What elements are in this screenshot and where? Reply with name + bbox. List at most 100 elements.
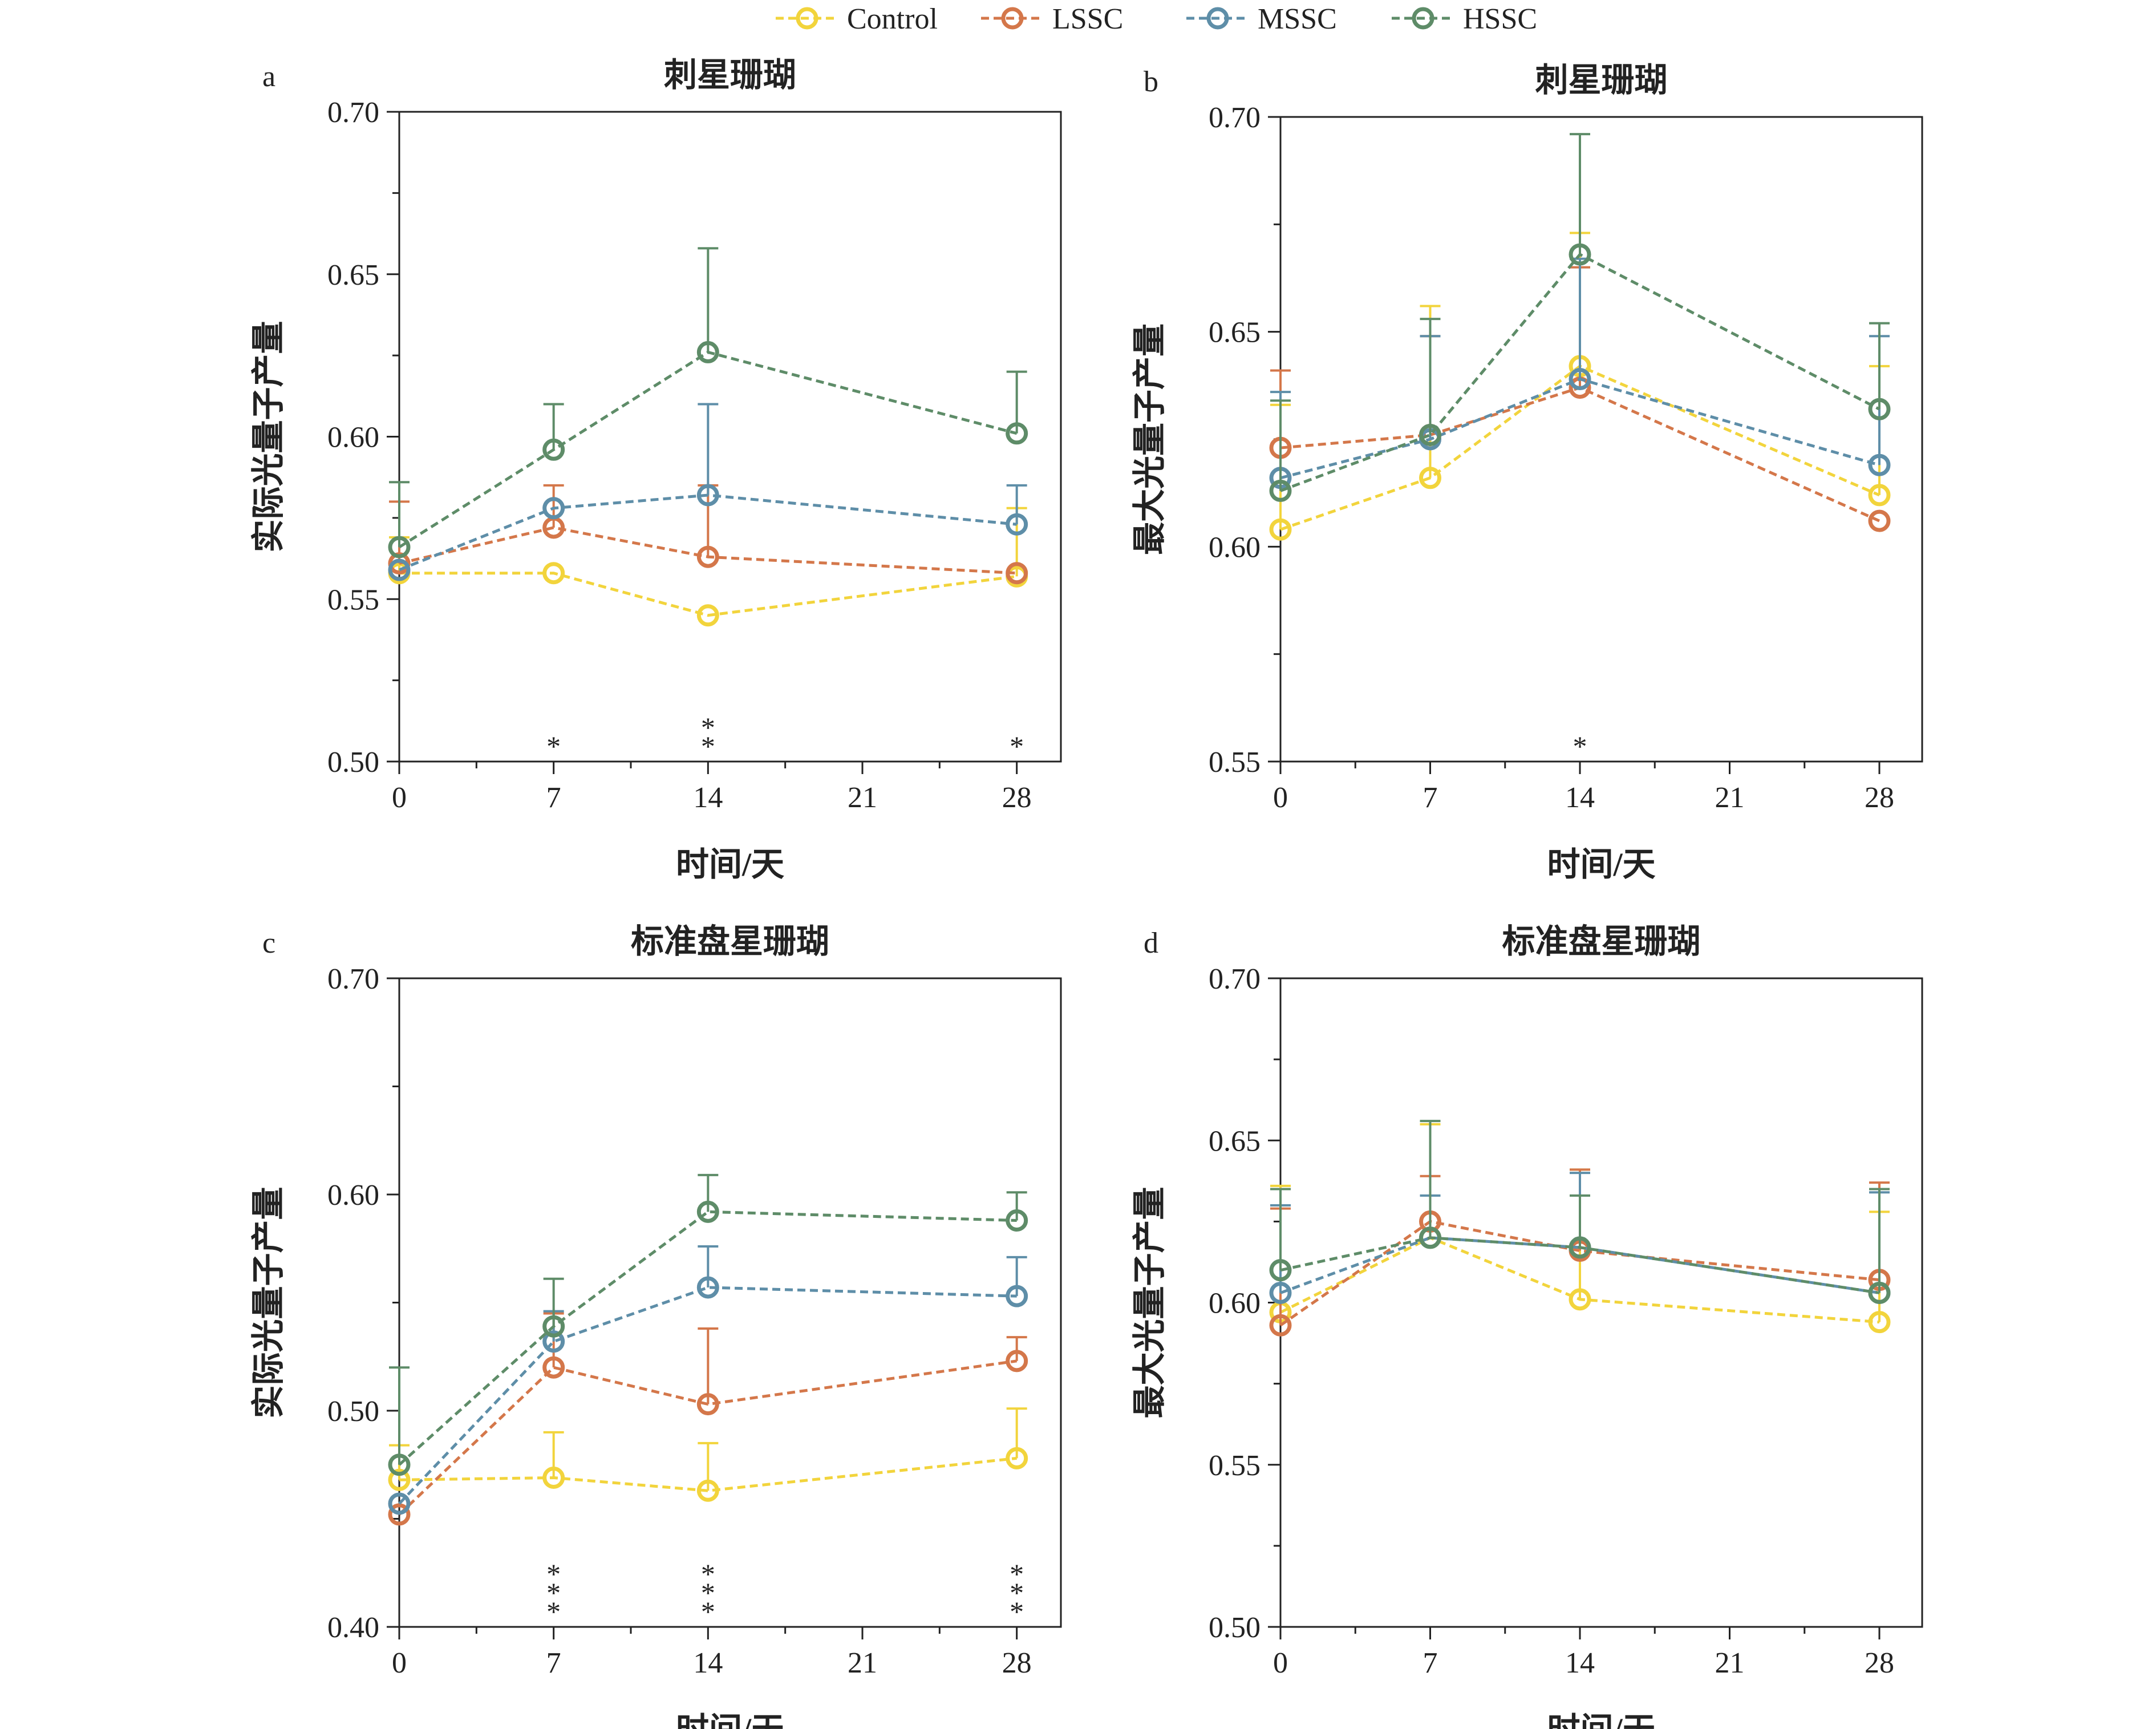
series-line xyxy=(399,526,1017,575)
panel-label: d xyxy=(1144,927,1158,959)
data-point xyxy=(1269,1314,1292,1337)
data-point xyxy=(1006,422,1028,445)
data-point xyxy=(1569,1288,1591,1311)
data-point xyxy=(1006,1285,1028,1307)
legend-marker xyxy=(796,7,818,30)
x-tick-label: 14 xyxy=(693,1647,723,1679)
panel-label: c xyxy=(262,927,275,959)
data-point xyxy=(696,484,719,507)
data-point xyxy=(542,1330,565,1353)
series-line xyxy=(399,1456,1017,1492)
data-point xyxy=(1868,1281,1891,1304)
panel-title: 刺星珊瑚 xyxy=(664,56,796,94)
significance-mark: * xyxy=(701,730,715,762)
series-mssc xyxy=(388,403,1028,581)
data-point xyxy=(542,438,565,461)
data-point xyxy=(388,558,411,581)
series-line xyxy=(1279,1220,1880,1327)
y-tick-label: 0.70 xyxy=(327,963,379,995)
x-tick-label: 7 xyxy=(546,782,561,814)
y-tick-label: 0.60 xyxy=(327,422,379,454)
significance-mark: * xyxy=(701,1558,715,1590)
x-tick-label: 28 xyxy=(1002,782,1032,814)
data-point xyxy=(1868,484,1891,507)
data-point xyxy=(696,1393,719,1416)
panel-title: 刺星珊瑚 xyxy=(1535,62,1667,99)
data-point xyxy=(1269,479,1292,502)
y-tick-label: 0.50 xyxy=(1209,1611,1261,1644)
data-point xyxy=(1006,513,1028,536)
data-point xyxy=(1868,453,1891,476)
significance-mark: * xyxy=(546,1596,561,1627)
y-tick-label: 0.40 xyxy=(327,1611,379,1644)
x-axis-label: 时间/天 xyxy=(1547,846,1655,883)
significance-mark: * xyxy=(546,1577,561,1609)
data-point xyxy=(696,604,719,627)
x-axis-label: 时间/天 xyxy=(676,1711,784,1729)
legend-label: HSSC xyxy=(1463,3,1537,35)
data-point xyxy=(696,545,719,568)
y-axis-label: 实际光量子产量 xyxy=(250,321,287,552)
series-line xyxy=(398,350,1018,549)
x-tick-label: 21 xyxy=(1715,782,1745,814)
panel-b: b 刺星珊瑚 0 7 14 21 28 0.55 0.60 0.65 0.70 时间/天 最大光量子产量… xyxy=(1131,62,1923,883)
series-line xyxy=(398,1359,1018,1516)
data-point xyxy=(696,1200,719,1223)
series-lssc xyxy=(388,1312,1028,1526)
series-line xyxy=(1280,252,1881,492)
series-line xyxy=(399,572,1017,617)
legend-label: Control xyxy=(847,3,938,35)
plot-frame xyxy=(1279,977,1923,1628)
x-axis-label: 时间/天 xyxy=(676,846,784,883)
series-line xyxy=(1280,386,1881,523)
series-line xyxy=(1280,377,1880,480)
x-tick-label: 28 xyxy=(1865,1647,1894,1679)
legend-label: LSSC xyxy=(1052,3,1123,35)
data-point xyxy=(1006,1209,1028,1232)
significance-mark: * xyxy=(701,711,715,743)
y-tick-label: 0.60 xyxy=(1209,1287,1261,1320)
significance-mark: * xyxy=(1573,730,1587,762)
data-point xyxy=(1569,1236,1591,1259)
y-tick-label: 0.60 xyxy=(1209,531,1261,564)
data-point xyxy=(542,562,565,585)
legend-item-mssc: MSSC xyxy=(1186,3,1337,35)
data-point xyxy=(1269,1281,1292,1304)
x-tick-label: 0 xyxy=(1273,1647,1288,1679)
data-point xyxy=(1419,467,1441,489)
data-point xyxy=(388,1468,411,1491)
plot-frame xyxy=(398,111,1062,763)
significance-mark: * xyxy=(1010,1577,1024,1609)
data-point xyxy=(1006,1350,1028,1372)
series-line xyxy=(398,1210,1017,1466)
data-point xyxy=(1868,1311,1891,1334)
y-tick-label: 0.55 xyxy=(1209,1449,1261,1482)
significance-mark: * xyxy=(701,1596,715,1627)
x-tick-label: 7 xyxy=(1423,1647,1438,1679)
significance-mark: * xyxy=(1010,1596,1024,1627)
legend-item-lssc: LSSC xyxy=(981,3,1123,35)
legend-item-hssc: HSSC xyxy=(1392,3,1537,35)
series-hssc xyxy=(388,247,1028,558)
x-tick-label: 14 xyxy=(1565,1647,1595,1679)
panel-title: 标准盘星珊瑚 xyxy=(1502,923,1700,960)
data-point xyxy=(1419,1226,1441,1249)
panel-c: c 标准盘星珊瑚 0 7 14 21 28 0.40 0.50 0.60 0.70 时间/天 实际光量子… xyxy=(250,923,1062,1729)
data-point xyxy=(1868,509,1891,532)
data-point xyxy=(696,341,719,363)
y-tick-label: 0.65 xyxy=(1209,317,1261,349)
plot-frame xyxy=(1279,116,1923,763)
y-tick-label: 0.55 xyxy=(327,584,379,616)
legend-item-control: Control xyxy=(776,3,938,35)
x-tick-label: 14 xyxy=(1565,782,1595,814)
series-hssc xyxy=(388,1173,1028,1476)
legend-label: MSSC xyxy=(1258,3,1337,35)
data-point xyxy=(542,497,565,520)
y-axis-label: 最大光量子产量 xyxy=(1131,323,1168,555)
y-tick-label: 0.70 xyxy=(1209,102,1261,134)
data-point xyxy=(1868,398,1891,420)
y-tick-label: 0.50 xyxy=(327,1395,379,1428)
legend-marker xyxy=(1206,7,1229,30)
